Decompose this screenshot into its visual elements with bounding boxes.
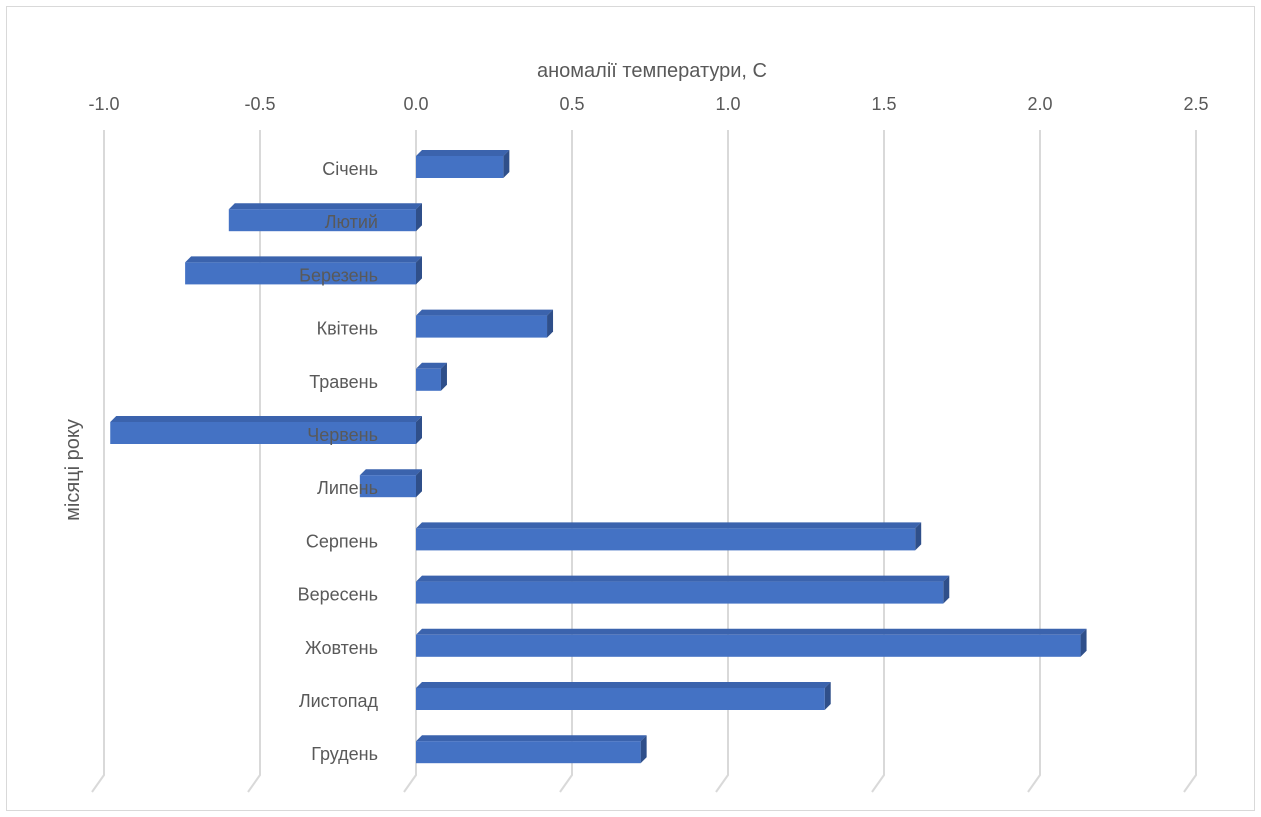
y-axis-title: місяці року — [62, 419, 84, 521]
category-label: Липень — [317, 478, 378, 498]
bar — [228, 203, 422, 232]
category-label: Жовтень — [305, 638, 378, 658]
chart-area — [6, 6, 1255, 811]
category-label: Травень — [309, 372, 378, 392]
category-label: Червень — [307, 425, 378, 445]
category-labels: Січень Лютий Березень Квітень Травень Червень… — [298, 159, 379, 764]
x-tick-label: 2.0 — [1027, 94, 1052, 114]
x-tick-label: 2.5 — [1183, 94, 1208, 114]
x-tick-label: 1.5 — [871, 94, 896, 114]
x-axis-ticks: -1.0 -0.5 0.0 0.5 1.0 1.5 2.0 2.5 — [88, 94, 1208, 114]
x-tick-label: -0.5 — [244, 94, 275, 114]
x-tick-label: 0.5 — [559, 94, 584, 114]
bar — [416, 522, 922, 551]
category-label: Лютий — [325, 212, 378, 232]
gridline — [1027, 130, 1041, 793]
gridline — [1183, 130, 1197, 793]
bar — [359, 469, 422, 498]
category-label: Серпень — [306, 531, 378, 551]
gridline — [559, 130, 573, 793]
x-axis-title: аномалії температури, С — [537, 60, 767, 82]
category-label: Січень — [322, 159, 378, 179]
bar — [185, 256, 422, 285]
bar — [110, 416, 423, 444]
category-label: Квітень — [317, 319, 378, 339]
category-label: Березень — [299, 265, 378, 285]
gridline — [403, 130, 417, 793]
gridline — [871, 130, 885, 793]
bar — [416, 628, 1087, 657]
gridline — [247, 130, 261, 793]
x-tick-label: 1.0 — [715, 94, 740, 114]
x-tick-label: 0.0 — [403, 94, 428, 114]
category-label: Грудень — [311, 744, 378, 764]
bars — [110, 150, 1087, 764]
bar — [416, 575, 950, 604]
gridline — [91, 130, 105, 793]
category-label: Вересень — [298, 585, 378, 605]
bar — [416, 735, 647, 764]
x-tick-label: -1.0 — [88, 94, 119, 114]
bar — [416, 150, 510, 178]
gridlines — [91, 130, 1197, 793]
bar — [416, 309, 554, 338]
category-label: Листопад — [299, 691, 379, 711]
gridline — [715, 130, 729, 793]
bar — [416, 362, 447, 391]
bar — [416, 682, 831, 710]
